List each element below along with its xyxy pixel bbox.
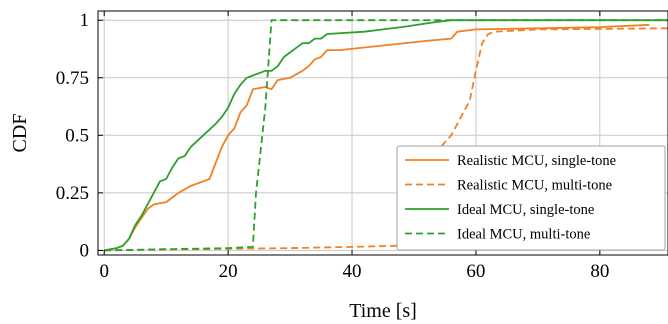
ticks: 0 20 40 60 80 0 0.25 0.5 0.75 1 <box>56 10 610 282</box>
y-tick-label: 1 <box>80 10 90 31</box>
legend-entry-2: Realistic MCU, multi-tone <box>457 178 612 194</box>
legend-entry-4: Ideal MCU, multi-tone <box>457 227 590 243</box>
y-tick-label: 0 <box>80 240 90 261</box>
series-layer <box>104 19 668 252</box>
x-axis-label: Time [s] <box>349 300 417 322</box>
legend-entry-3: Ideal MCU, single-tone <box>457 202 594 218</box>
plot-frame <box>97 10 668 256</box>
legend-box <box>396 145 666 251</box>
x-tick-label: 20 <box>219 261 238 282</box>
y-tick-label: 0.75 <box>56 68 89 89</box>
y-tick-label: 0.5 <box>65 125 89 146</box>
legend-entry-1: Realistic MCU, single-tone <box>457 153 616 169</box>
x-tick-label: 40 <box>343 261 362 282</box>
series-line-2 <box>104 27 668 252</box>
series-line-4 <box>104 19 668 252</box>
x-tick-label: 80 <box>590 261 609 282</box>
y-axis-label: CDF <box>9 114 31 153</box>
x-tick-label: 60 <box>466 261 485 282</box>
series-line-3 <box>104 19 668 252</box>
y-tick-label: 0.25 <box>56 183 89 204</box>
series-line-1 <box>104 23 650 252</box>
x-tick-label: 0 <box>99 261 109 282</box>
legend: Realistic MCU, single-tone Realistic MCU,… <box>396 145 666 251</box>
